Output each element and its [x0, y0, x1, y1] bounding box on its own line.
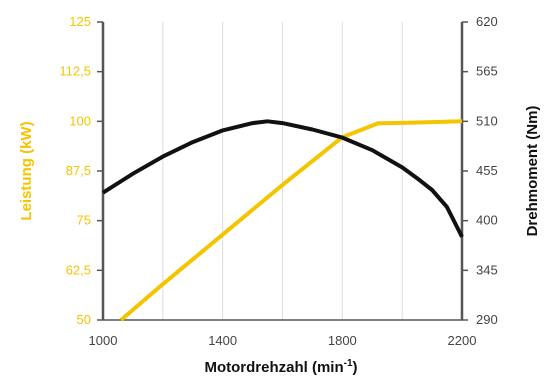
y-left-tick-label: 100 — [69, 113, 91, 128]
y-right-tick-label: 290 — [476, 312, 498, 327]
y-right-tick-label: 345 — [476, 262, 498, 277]
torque-series-line — [101, 119, 464, 238]
x-tick-label: 1000 — [89, 333, 118, 348]
y-right-tick-label: 620 — [476, 14, 498, 29]
x-axis-label-main: Motordrehzahl (min — [204, 359, 343, 376]
y-right-tick-label: 400 — [476, 213, 498, 228]
axes — [97, 21, 468, 321]
x-axis-label: Motordrehzahl (min-1) — [204, 358, 357, 376]
y-left-tick-label: 87,5 — [66, 163, 91, 178]
y-left-tick-label: 50 — [77, 312, 91, 327]
y-right-tick-label: 455 — [476, 163, 498, 178]
series-layer — [101, 119, 464, 322]
y-right-tick-label: 510 — [476, 113, 498, 128]
x-axis-label-close: ) — [353, 359, 358, 376]
grid — [162, 22, 403, 320]
y-left-tick-label: 112,5 — [59, 64, 91, 79]
y-left-tick-label: 62,5 — [66, 262, 91, 277]
y-left-tick-label: 125 — [69, 14, 91, 29]
x-axis-label-superscript: -1 — [344, 358, 353, 369]
x-tick-label: 1800 — [328, 333, 357, 348]
y-axis-left-label: Leistung (kW) — [18, 121, 35, 220]
x-tick-label: 2200 — [448, 333, 477, 348]
x-tick-label: 1400 — [208, 333, 237, 348]
y-left-tick-label: 75 — [77, 213, 91, 228]
tick-labels: 125 112,5 100 87,5 75 62,5 50 620 565 510 455 400 34… — [59, 14, 497, 348]
y-right-tick-label: 565 — [476, 64, 498, 79]
y-axis-right-label: Drehmoment (Nm) — [524, 106, 541, 237]
